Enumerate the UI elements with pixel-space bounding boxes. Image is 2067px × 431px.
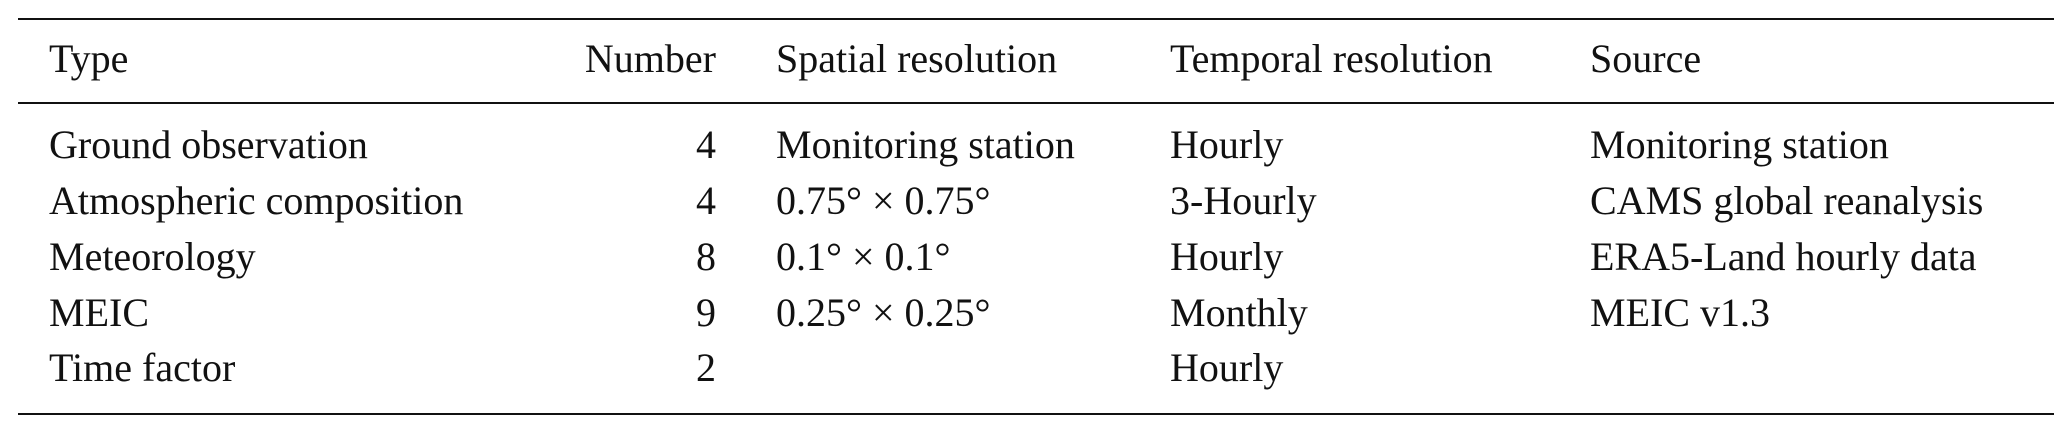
header-spatial-resolution: Spatial resolution	[776, 36, 1058, 81]
cell-number: 4	[696, 122, 716, 167]
cell-source: ERA5-Land hourly data	[1590, 234, 1977, 279]
bottom-rule	[18, 413, 2054, 415]
cell-number: 9	[696, 290, 716, 335]
cell-source: MEIC v1.3	[1590, 290, 1770, 335]
cell-type: Meteorology	[49, 234, 256, 279]
cell-type: Time factor	[49, 345, 236, 390]
top-rule	[18, 18, 2054, 20]
cell-type: Atmospheric composition	[49, 178, 464, 223]
cell-number: 8	[696, 234, 716, 279]
cell-temporal-resolution: Hourly	[1170, 122, 1284, 167]
cell-source: CAMS global reanalysis	[1590, 178, 1984, 223]
cell-number: 4	[696, 178, 716, 223]
cell-type: Ground observation	[49, 122, 368, 167]
cell-spatial-resolution: 0.75° × 0.75°	[776, 178, 991, 223]
mid-rule	[18, 102, 2054, 104]
cell-type: MEIC	[49, 290, 149, 335]
cell-temporal-resolution: Hourly	[1170, 234, 1284, 279]
header-temporal-resolution: Temporal resolution	[1170, 36, 1493, 81]
header-number: Number	[584, 36, 716, 81]
cell-source: Monitoring station	[1590, 122, 1889, 167]
cell-temporal-resolution: Monthly	[1170, 290, 1308, 335]
header-source: Source	[1590, 36, 1702, 81]
cell-spatial-resolution: 0.1° × 0.1°	[776, 234, 951, 279]
cell-spatial-resolution: Monitoring station	[776, 122, 1075, 167]
cell-temporal-resolution: Hourly	[1170, 345, 1284, 390]
cell-number: 2	[696, 345, 716, 390]
header-type: Type	[49, 36, 129, 81]
cell-spatial-resolution: 0.25° × 0.25°	[776, 290, 991, 335]
cell-temporal-resolution: 3-Hourly	[1170, 178, 1317, 223]
